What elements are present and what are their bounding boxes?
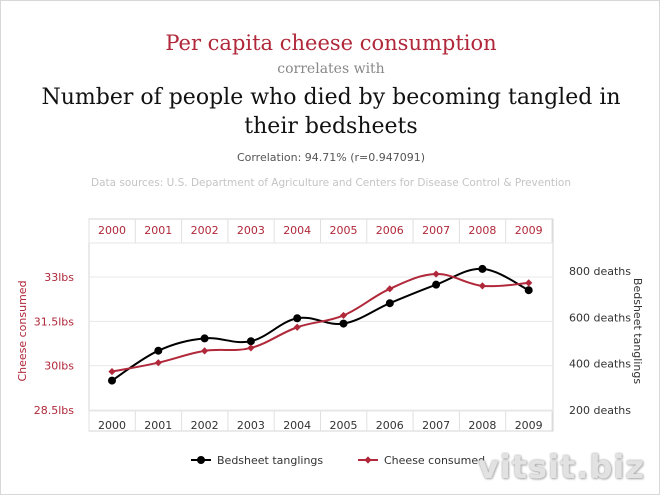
data-point-bedsheet-tanglings	[385, 299, 394, 308]
data-point-cheese-consumed	[339, 311, 348, 320]
data-point-bedsheet-tanglings	[432, 280, 441, 289]
correlation-text: Correlation: 94.71% (r=0.947091)	[236, 151, 426, 164]
left-tick-label: 31.5lbs	[34, 315, 75, 328]
right-tick-label: 800 deaths	[569, 265, 631, 278]
legend-marker-cheese-consumed	[364, 456, 372, 464]
x-tick-label-bottom: 2003	[237, 419, 265, 432]
chart-second-title: Number of people who died by becoming ta…	[41, 85, 621, 139]
x-tick-label-bottom: 2007	[422, 419, 450, 432]
data-point-bedsheet-tanglings	[154, 346, 163, 355]
left-tick-label: 28.5lbs	[34, 404, 75, 417]
data-point-bedsheet-tanglings	[293, 314, 302, 323]
right-tick-label: 200 deaths	[569, 404, 631, 417]
x-tick-label-bottom: 2001	[144, 419, 172, 432]
data-point-bedsheet-tanglings	[108, 376, 116, 385]
data-point-cheese-consumed	[386, 285, 394, 293]
x-tick-label-bottom: 2000	[98, 419, 126, 432]
x-tick-label-top: 2007	[422, 224, 450, 237]
data-point-cheese-consumed	[154, 359, 162, 367]
legend-label-bedsheet-tanglings: Bedsheet tanglings	[217, 454, 323, 467]
data-point-cheese-consumed	[247, 344, 255, 352]
x-tick-label-bottom: 2008	[468, 419, 496, 432]
series-line-cheese-consumed	[111, 273, 529, 373]
left-tick-label: 30lbs	[44, 360, 74, 373]
x-tick-label-top: 2008	[468, 224, 496, 237]
right-tick-label: 600 deaths	[569, 311, 631, 324]
data-point-cheese-consumed	[478, 282, 486, 290]
x-tick-label-top: 2003	[237, 224, 265, 237]
right-tick-label: 400 deaths	[569, 358, 631, 371]
x-tick-label-bottom: 2005	[330, 419, 358, 432]
x-tick-label-bottom: 2009	[515, 419, 543, 432]
data-point-cheese-consumed	[108, 367, 116, 376]
data-sources-text: Data sources: U.S. Department of Agricul…	[90, 177, 571, 189]
data-point-cheese-consumed	[432, 270, 440, 278]
x-tick-label-top: 2006	[376, 224, 404, 237]
x-tick-label-top: 2005	[330, 224, 358, 237]
data-point-bedsheet-tanglings	[246, 337, 255, 346]
x-tick-label-bottom: 2002	[191, 419, 219, 432]
chart-title: Per capita cheese consumption	[165, 31, 497, 55]
data-point-bedsheet-tanglings	[339, 319, 348, 328]
x-tick-label-top: 2004	[283, 224, 311, 237]
x-tick-label-top: 2002	[191, 224, 219, 237]
x-tick-label-bottom: 2004	[283, 419, 311, 432]
x-tick-label-top: 2001	[144, 224, 172, 237]
watermark-logo: vitsit.biz	[477, 448, 645, 486]
y-axis-title-right: Bedsheet tanglings	[631, 278, 644, 384]
data-point-cheese-consumed	[201, 347, 209, 355]
correlates-with-label: correlates with	[277, 61, 385, 77]
y-axis-title-left: Cheese consumed	[16, 280, 29, 381]
legend-label-cheese-consumed: Cheese consumed	[384, 454, 485, 467]
data-point-cheese-consumed	[293, 323, 301, 331]
x-tick-label-top: 2000	[98, 224, 126, 237]
series-line-bedsheet-tanglings	[111, 267, 530, 382]
data-point-cheese-consumed	[525, 279, 533, 287]
legend-marker-bedsheet-tanglings	[197, 456, 205, 464]
data-point-bedsheet-tanglings	[524, 286, 533, 295]
left-tick-label: 33lbs	[44, 271, 74, 284]
data-point-bedsheet-tanglings	[478, 264, 487, 273]
data-point-bedsheet-tanglings	[200, 334, 209, 343]
plot-frame	[88, 218, 554, 432]
x-tick-label-bottom: 2006	[376, 419, 404, 432]
x-tick-label-top: 2009	[515, 224, 543, 237]
